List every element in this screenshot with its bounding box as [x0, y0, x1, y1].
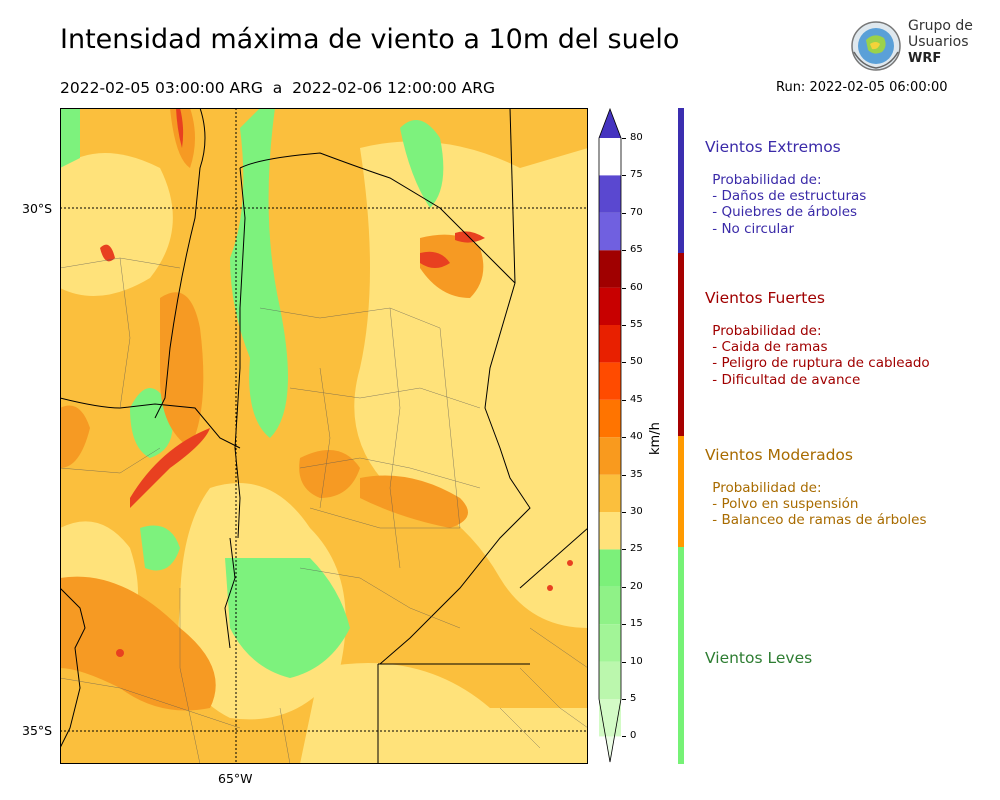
colorbar-tick-label: 5: [630, 693, 637, 704]
colorbar-tick: [622, 474, 626, 476]
colorbar-tick: [622, 175, 626, 177]
colorbar-tick: [622, 437, 626, 439]
colorbar-tick-label: 80: [630, 132, 643, 143]
colorbar-segment: [599, 661, 621, 699]
colorbar-tick-label: 75: [630, 169, 643, 181]
category-body-strong: Probabilidad de: - Caida de ramas - Peli…: [712, 323, 930, 388]
colorbar-segment: [599, 212, 621, 251]
lat-label-35s: 35°S: [22, 723, 53, 738]
forecast-period: 2022-02-05 03:00:00 ARG a 2022-02-06 12:…: [60, 79, 496, 97]
colorbar-tick: [622, 138, 626, 139]
category-title-extreme: Vientos Extremos: [705, 138, 841, 156]
colorbar-tick-label: 20: [630, 580, 643, 592]
colorbar-tick-label: 0: [630, 730, 637, 742]
calm-region-ne: [400, 120, 444, 208]
colorbar-tick: [622, 661, 626, 663]
logo-text-line3: WRF: [908, 51, 942, 66]
colorbar-tick: [622, 736, 626, 738]
category-title-strong: Vientos Fuertes: [705, 289, 825, 307]
colorbar-unit: km/h: [648, 422, 663, 455]
light-wind-region-nw: [60, 153, 173, 296]
colorbar-tick: [622, 624, 626, 626]
colorbar-tick: [622, 362, 626, 364]
colorbar-tick: [622, 512, 626, 513]
colorbar-segment: [599, 586, 621, 625]
wrf-logo: Grupo de Usuarios WRF: [848, 18, 978, 74]
category-bar-light: [678, 547, 684, 764]
colorbar-segment: [599, 474, 621, 512]
page-title: Intensidad máxima de viento a 10m del su…: [60, 24, 680, 55]
lon-label-65w: 65°W: [218, 771, 253, 786]
colorbar-segment: [599, 549, 621, 587]
moderate-region-3: [420, 234, 484, 298]
strong-wind-streak-west: [130, 428, 210, 508]
colorbar-segment: [599, 699, 621, 737]
wind-map: [60, 108, 588, 764]
colorbar-segment: [599, 287, 621, 325]
colorbar: [598, 108, 622, 763]
colorbar-tick-label: 70: [630, 206, 643, 218]
category-bar-moderate: [678, 436, 684, 547]
calm-region-north: [230, 108, 288, 438]
colorbar-tick-label: 25: [630, 543, 643, 555]
colorbar-tick: [622, 325, 626, 326]
colorbar-segment: [599, 437, 621, 475]
logo-text-line2: Usuarios: [908, 34, 969, 50]
colorbar-tick: [622, 549, 626, 551]
department-boundaries: [60, 257, 588, 764]
colorbar-segment: [599, 175, 621, 213]
calm-region-south: [225, 558, 350, 678]
light-wind-region-south: [300, 663, 588, 764]
colorbar-tick-label: 10: [630, 655, 643, 667]
colorbar-tick-label: 65: [630, 244, 643, 256]
colorbar-segment: [599, 624, 621, 662]
category-title-light: Vientos Leves: [705, 649, 813, 667]
colorbar-tick: [622, 699, 626, 700]
colorbar-tick-label: 30: [630, 506, 643, 517]
colorbar-tick-label: 40: [630, 431, 643, 443]
moderate-region-2: [60, 576, 216, 711]
colorbar-tick: [622, 250, 626, 252]
moderate-region-1: [160, 292, 204, 448]
province-boundaries: [60, 108, 588, 764]
map-frame: [60, 108, 588, 764]
colorbar-segment: [599, 325, 621, 363]
logo-text-line1: Grupo de: [908, 18, 973, 34]
colorbar-segment: [599, 362, 621, 400]
category-body-moderate: Probabilidad de: - Polvo en suspensión -…: [712, 480, 927, 529]
colorbar-tick-label: 55: [630, 319, 643, 330]
colorbar-outline: [598, 108, 622, 763]
colorbar-tick: [622, 586, 626, 588]
strong-wind-streak-ne: [420, 251, 450, 268]
colorbar-tick-label: 35: [630, 468, 643, 480]
graticule: [60, 108, 588, 764]
colorbar-segment: [599, 250, 621, 288]
colorbar-tick-label: 45: [630, 393, 643, 405]
colorbar-tick: [622, 287, 626, 289]
globe-icon: [851, 21, 901, 71]
category-body-extreme: Probabilidad de: - Daños de estructuras …: [712, 172, 867, 237]
run-time: Run: 2022-02-05 06:00:00: [776, 80, 948, 95]
colorbar-segment: [599, 399, 621, 438]
category-bar-strong: [678, 253, 684, 436]
lat-label-30s: 30°S: [22, 201, 53, 216]
colorbar-tick: [622, 212, 626, 214]
category-bar-extreme: [678, 108, 684, 253]
colorbar-segment: [599, 512, 621, 550]
colorbar-tick-label: 15: [630, 618, 643, 630]
colorbar-extend-high: [599, 109, 621, 138]
category-title-moderate: Vientos Moderados: [705, 446, 853, 464]
colorbar-tick-label: 60: [630, 281, 643, 293]
colorbar-tick: [622, 399, 626, 401]
colorbar-tick-label: 50: [630, 356, 643, 368]
